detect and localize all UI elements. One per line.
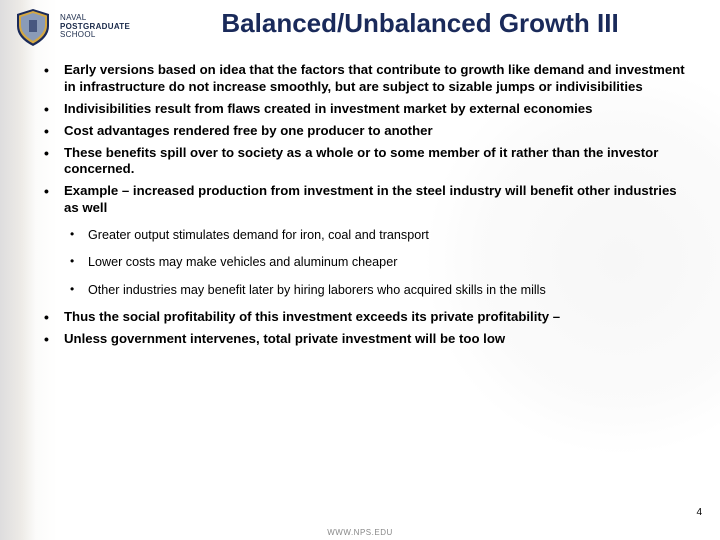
- bullet-item: Unless government intervenes, total priv…: [40, 331, 692, 348]
- sub-bullet-item: Greater output stimulates demand for iro…: [64, 227, 692, 243]
- bullet-item: Early versions based on idea that the fa…: [40, 62, 692, 96]
- main-bullet-list: Early versions based on idea that the fa…: [40, 62, 692, 217]
- bullet-item: These benefits spill over to society as …: [40, 145, 692, 179]
- bullet-item: Cost advantages rendered free by one pro…: [40, 123, 692, 140]
- bullet-item: Indivisibilities result from flaws creat…: [40, 101, 692, 118]
- slide-content: Early versions based on idea that the fa…: [0, 54, 720, 348]
- slide-header: NAVAL POSTGRADUATE SCHOOL Balanced/Unbal…: [0, 0, 720, 54]
- page-number: 4: [696, 507, 702, 518]
- nps-shield-icon: [12, 6, 54, 48]
- slide-title: Balanced/Unbalanced Growth III: [130, 6, 700, 39]
- nps-logo-text: NAVAL POSTGRADUATE SCHOOL: [60, 14, 130, 39]
- sub-bullet-item: Lower costs may make vehicles and alumin…: [64, 254, 692, 270]
- logo-line-3: SCHOOL: [60, 31, 130, 39]
- bullet-item: Thus the social profitability of this in…: [40, 309, 692, 326]
- footer-url: WWW.NPS.EDU: [0, 528, 720, 537]
- nps-logo-block: NAVAL POSTGRADUATE SCHOOL: [12, 6, 130, 48]
- main-bullet-list-2: Thus the social profitability of this in…: [40, 309, 692, 348]
- sub-bullet-list: Greater output stimulates demand for iro…: [64, 227, 692, 298]
- bullet-item: Example – increased production from inve…: [40, 183, 692, 217]
- sub-bullet-item: Other industries may benefit later by hi…: [64, 282, 692, 298]
